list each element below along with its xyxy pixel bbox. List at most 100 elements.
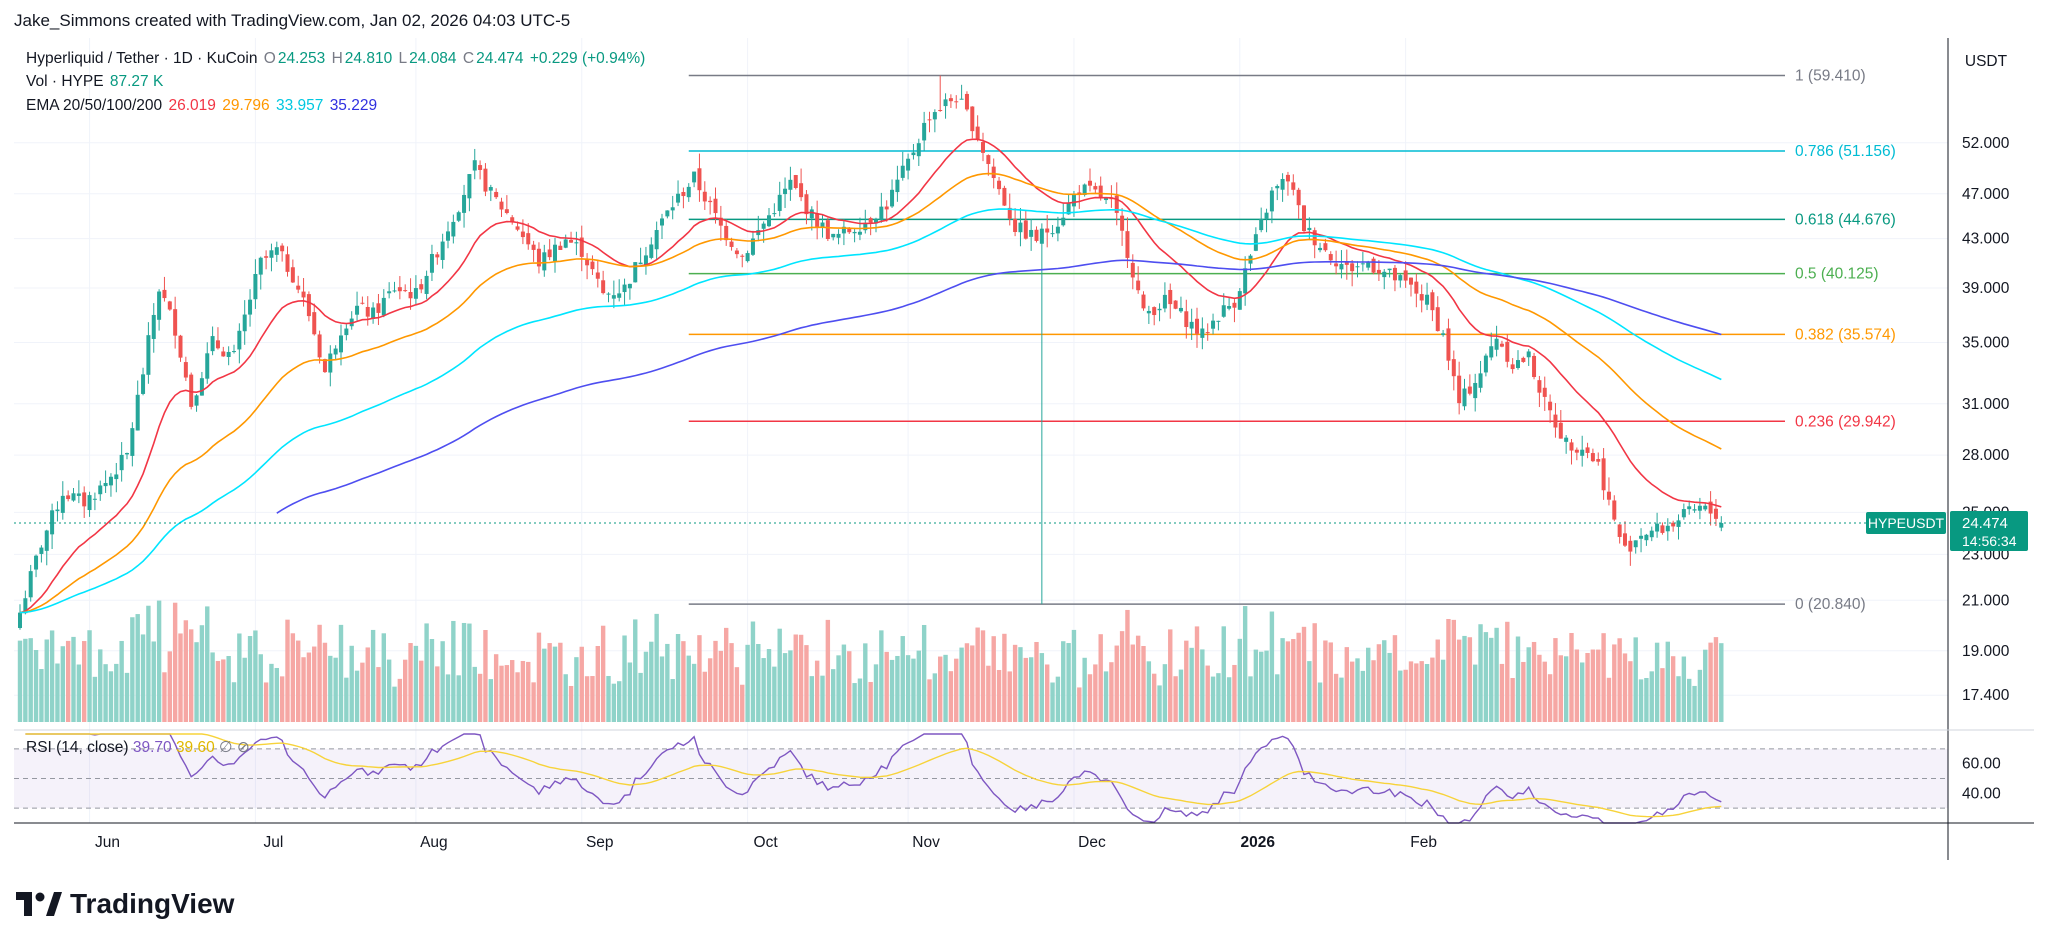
time-tick: Dec xyxy=(1078,834,1106,851)
volume-bar xyxy=(643,651,649,722)
candle-body xyxy=(1376,269,1381,274)
volume-bar xyxy=(927,679,932,722)
candle-body xyxy=(964,93,969,110)
candle-body xyxy=(1082,184,1087,195)
candle-body xyxy=(718,217,723,226)
candle-body xyxy=(1114,195,1119,213)
candle-body xyxy=(1499,343,1504,347)
volume-bar xyxy=(312,646,317,722)
close-label: C xyxy=(462,50,475,67)
volume-bar xyxy=(889,659,895,722)
candle-body xyxy=(1392,267,1397,281)
volume-bar xyxy=(584,676,590,722)
candle-body xyxy=(1280,178,1285,190)
ema-legend[interactable]: EMA 20/50/100/200 26.019 29.796 33.957 3… xyxy=(26,97,379,115)
volume-bar xyxy=(900,636,905,722)
volume-bar xyxy=(1152,673,1157,722)
candle-body xyxy=(50,510,55,535)
rsi-value: 39.70 xyxy=(132,739,172,756)
candle-body xyxy=(836,233,841,238)
volume-bar xyxy=(595,645,600,722)
volume-bar xyxy=(1007,671,1012,722)
candle-body xyxy=(767,215,771,227)
candle-body xyxy=(825,220,830,240)
volume-bar xyxy=(777,628,782,722)
candle-body xyxy=(916,143,921,157)
candle-body xyxy=(34,555,39,570)
volume-bar xyxy=(1494,627,1499,722)
volume-bar xyxy=(980,630,986,722)
volume-legend[interactable]: Vol · HYPE 87.27 K xyxy=(26,73,165,91)
candle-body xyxy=(135,394,140,431)
volume-bar xyxy=(1392,635,1398,722)
candle-body xyxy=(1205,332,1210,334)
time-tick: Oct xyxy=(754,834,779,851)
volume-bar xyxy=(1430,657,1435,722)
volume-bar xyxy=(392,686,397,722)
candle-body xyxy=(510,217,515,223)
volume-bar xyxy=(841,644,847,722)
volume-bar xyxy=(338,624,344,722)
candle-body xyxy=(665,210,670,217)
volume-bar xyxy=(1590,649,1596,722)
volume-bar xyxy=(1253,649,1259,722)
volume-bar xyxy=(547,643,552,722)
candle-body xyxy=(1318,247,1323,251)
candle-body xyxy=(1264,212,1269,219)
candle-body xyxy=(938,109,943,111)
volume-bar xyxy=(1130,644,1135,722)
candle-body xyxy=(874,219,878,224)
candle-body xyxy=(274,247,279,255)
volume-bar xyxy=(1462,635,1467,722)
volume-bar xyxy=(1585,652,1590,722)
volume-bar xyxy=(333,657,338,722)
volume-bar xyxy=(1456,639,1462,722)
candle-body xyxy=(975,126,980,140)
volume-bar xyxy=(328,655,333,722)
settings-indicator-icon[interactable]: ⊘ xyxy=(236,739,250,756)
candle-body xyxy=(857,231,862,235)
volume-bar xyxy=(1596,649,1601,722)
volume-bar xyxy=(1194,626,1200,722)
volume-bar xyxy=(745,644,750,722)
volume-bar xyxy=(306,652,312,722)
candle-body xyxy=(1200,328,1205,338)
candle-body xyxy=(611,295,616,299)
candle-body xyxy=(1334,263,1339,267)
volume-bar xyxy=(847,651,852,722)
volume-bar xyxy=(1654,642,1660,722)
volume-bar xyxy=(445,674,451,722)
candle-body xyxy=(1184,311,1189,328)
candle-body xyxy=(344,328,349,336)
fib-label-0.618: 0.618 (44.676) xyxy=(1795,211,1896,228)
volume-bar xyxy=(1440,659,1446,722)
volume-bar xyxy=(381,633,386,722)
candle-body xyxy=(852,231,857,234)
volume-bar xyxy=(82,641,87,722)
symbol-legend[interactable]: Hyperliquid / Tether · 1D · KuCoin O 24.2… xyxy=(26,50,647,68)
volume-bar xyxy=(1200,649,1205,722)
volume-bar xyxy=(697,635,702,722)
volume-bar xyxy=(954,658,959,722)
volume-bar xyxy=(49,630,55,722)
candle-body xyxy=(1007,207,1012,219)
volume-bar xyxy=(162,672,167,722)
candle-body xyxy=(708,200,713,203)
candle-body xyxy=(66,495,71,500)
candle-body xyxy=(1403,270,1408,281)
candlesticks[interactable] xyxy=(18,75,1724,630)
rsi-legend[interactable]: RSI (14, close) 39.70 39.60 ∅ ⊘ xyxy=(26,738,250,757)
tradingview-logo[interactable]: TradingView xyxy=(16,888,234,920)
candle-body xyxy=(745,253,750,262)
candle-body xyxy=(820,222,825,228)
candle-body xyxy=(1029,229,1034,237)
hide-indicator-icon[interactable]: ∅ xyxy=(219,739,233,756)
volume-bar xyxy=(1387,652,1392,722)
candle-body xyxy=(215,340,220,349)
volume-bar xyxy=(1670,656,1676,722)
candle-body xyxy=(617,293,622,298)
volume-bar xyxy=(130,617,135,722)
candle-body xyxy=(408,292,413,299)
volume-bar xyxy=(1045,664,1050,722)
